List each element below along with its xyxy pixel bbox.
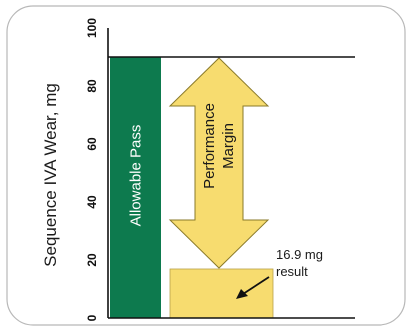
callout-result-label: result [276,264,308,279]
performance-margin-label: Performance Margin [201,103,237,189]
performance-margin-arrow [168,57,270,269]
y-axis-title: Sequence IVA Wear, mg [41,83,60,267]
y-tick-label: 0 [85,314,99,321]
callout-value-label: 16.9 mg [276,247,323,262]
y-tick-labels: 0 20 40 60 80 100 [85,18,99,322]
y-tick-label: 60 [85,137,99,151]
arrow-label-line-1: Performance [201,103,218,189]
bar-result [169,268,274,319]
arrow-label-line-2: Margin [220,123,237,169]
callout-arrowhead [236,289,248,299]
bar-label-allowable-pass: Allowable Pass [128,125,145,227]
y-tick-label: 40 [85,195,99,209]
bar-allowable-pass [110,57,161,318]
y-tick-label: 20 [85,253,99,267]
y-tick-label: 100 [85,18,99,38]
callout-pointer-line [242,276,270,295]
y-tick-label: 80 [85,79,99,93]
